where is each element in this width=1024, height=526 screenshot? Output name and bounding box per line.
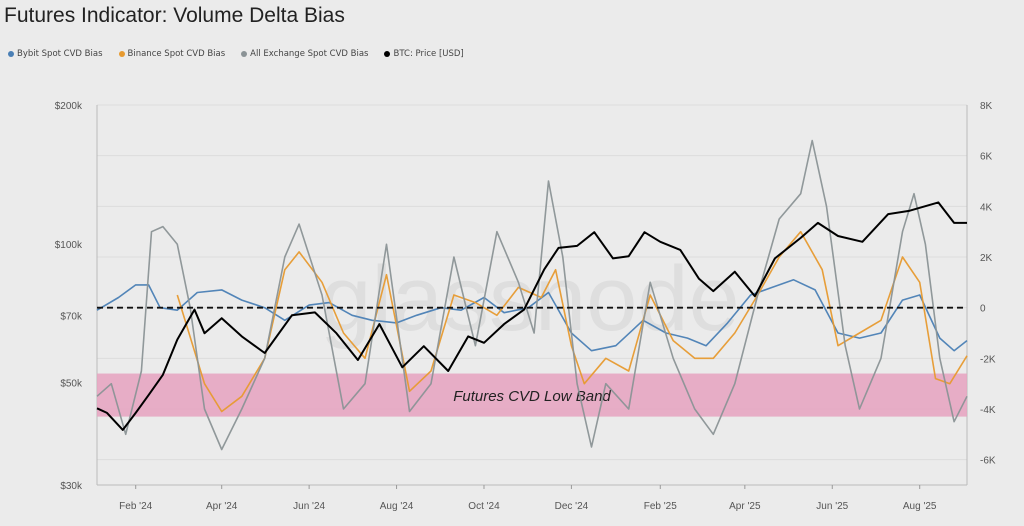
left-tick-label: $70k: [60, 311, 83, 322]
legend-label: BTC: Price [USD]: [393, 49, 464, 59]
legend-dot-icon: [384, 51, 391, 57]
series-line-2: [96, 139, 968, 451]
right-tick-label: 8K: [980, 101, 993, 112]
series-line-3: [96, 201, 967, 431]
x-tick-label: Aug '25: [903, 501, 937, 512]
x-tick-label: Jun '24: [293, 501, 325, 512]
legend-dot-icon: [8, 51, 14, 57]
left-tick-label: $30k: [60, 481, 83, 492]
right-tick-label: -6K: [980, 456, 996, 467]
right-tick-label: 6K: [980, 152, 993, 163]
right-tick-label: -4K: [980, 405, 996, 416]
x-tick-label: Apr '25: [729, 501, 761, 512]
legend-dot-icon: [241, 51, 248, 57]
legend-item[interactable]: All Exchange Spot CVD Bias: [241, 49, 368, 59]
x-tick-label: Dec '24: [555, 501, 589, 512]
legend-item[interactable]: Bybit Spot CVD Bias: [8, 49, 103, 59]
left-tick-label: $100k: [55, 240, 83, 251]
right-tick-label: 2K: [980, 253, 993, 264]
x-tick-label: Oct '24: [468, 501, 500, 512]
legend-item[interactable]: BTC: Price [USD]: [384, 49, 464, 59]
right-tick-label: 4K: [980, 202, 993, 213]
legend-label: All Exchange Spot CVD Bias: [250, 49, 369, 59]
x-tick-label: Feb '25: [644, 501, 677, 512]
legend-label: Bybit Spot CVD Bias: [17, 49, 103, 59]
left-tick-label: $50k: [60, 379, 83, 390]
x-tick-label: Apr '24: [206, 501, 238, 512]
x-tick-label: Jun '25: [816, 501, 848, 512]
legend: Bybit Spot CVD Bias Binance Spot CVD Bias…: [8, 49, 464, 59]
series-line-1: [176, 230, 968, 413]
legend-dot-icon: [118, 51, 125, 57]
page-title: Futures Indicator: Volume Delta Bias: [4, 4, 345, 27]
right-tick-label: 0: [980, 304, 986, 315]
band-label: Futures CVD Low Band: [453, 388, 611, 405]
x-tick-label: Feb '24: [119, 501, 152, 512]
legend-label: Binance Spot CVD Bias: [127, 49, 226, 59]
x-tick-label: Aug '24: [380, 501, 414, 512]
right-tick-label: -2K: [980, 354, 996, 365]
left-tick-label: $200k: [55, 101, 83, 112]
legend-item[interactable]: Binance Spot CVD Bias: [118, 49, 226, 59]
